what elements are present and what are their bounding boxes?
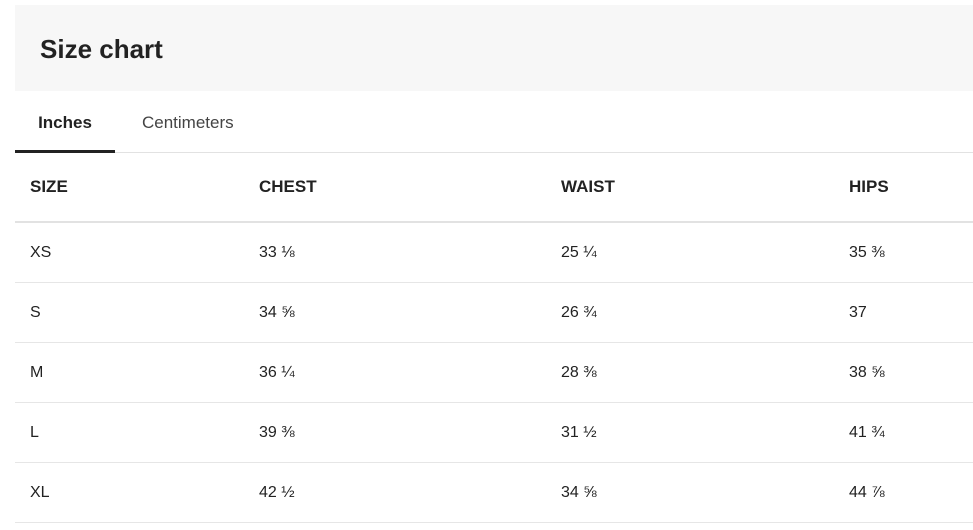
unit-tabs: Inches Centimeters — [15, 100, 973, 153]
table-row: L 39 ⅜ 31 ½ 41 ¾ — [15, 402, 973, 463]
cell-size: L — [15, 402, 259, 463]
cell-size: XL — [15, 462, 259, 523]
cell-waist: 26 ¾ — [561, 282, 849, 343]
cell-chest: 36 ¼ — [259, 342, 561, 403]
column-header-chest: CHEST — [259, 153, 561, 223]
cell-waist: 31 ½ — [561, 402, 849, 463]
cell-waist: 34 ⅝ — [561, 462, 849, 523]
tab-inches[interactable]: Inches — [15, 100, 115, 153]
table-row: XL 42 ½ 34 ⅝ 44 ⅞ — [15, 462, 973, 523]
table-row: S 34 ⅝ 26 ¾ 37 — [15, 282, 973, 343]
column-header-waist: WAIST — [561, 153, 849, 223]
page-title: Size chart — [40, 34, 163, 64]
tab-centimeters[interactable]: Centimeters — [142, 113, 234, 132]
cell-size: M — [15, 342, 259, 403]
cell-hips: 38 ⅝ — [849, 342, 973, 403]
cell-hips: 35 ⅜ — [849, 222, 973, 283]
cell-hips: 41 ¾ — [849, 402, 973, 463]
table-row: M 36 ¼ 28 ⅜ 38 ⅝ — [15, 342, 973, 403]
table-header-row: SIZE CHEST WAIST HIPS — [15, 153, 973, 223]
size-table: SIZE CHEST WAIST HIPS XS 33 ⅛ 25 ¼ 35 ⅜ S 34 … — [15, 153, 973, 523]
cell-hips: 44 ⅞ — [849, 462, 973, 523]
cell-chest: 39 ⅜ — [259, 402, 561, 463]
column-header-hips: HIPS — [849, 153, 973, 223]
cell-size: XS — [15, 222, 259, 283]
cell-chest: 42 ½ — [259, 462, 561, 523]
cell-size: S — [15, 282, 259, 343]
cell-waist: 25 ¼ — [561, 222, 849, 283]
cell-hips: 37 — [849, 282, 973, 343]
column-header-size: SIZE — [15, 153, 259, 223]
table-row: XS 33 ⅛ 25 ¼ 35 ⅜ — [15, 222, 973, 283]
size-chart-header: Size chart — [15, 5, 973, 91]
cell-waist: 28 ⅜ — [561, 342, 849, 403]
cell-chest: 34 ⅝ — [259, 282, 561, 343]
cell-chest: 33 ⅛ — [259, 222, 561, 283]
